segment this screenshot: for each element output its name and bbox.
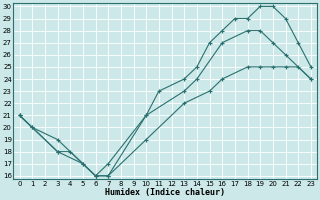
X-axis label: Humidex (Indice chaleur): Humidex (Indice chaleur) xyxy=(105,188,225,197)
